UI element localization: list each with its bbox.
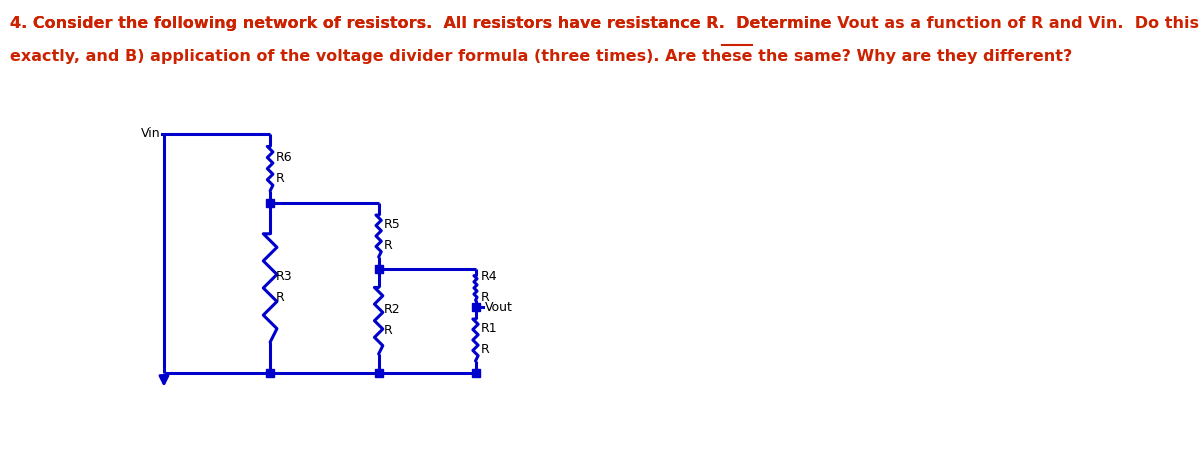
Text: Vout: Vout [485, 301, 512, 314]
Text: R: R [481, 291, 490, 304]
Text: R5: R5 [384, 219, 401, 231]
Text: 4. Consider the following network of resistors.  All resistors have resistance R: 4. Consider the following network of res… [10, 16, 836, 31]
Text: 4. Consider the following network of resistors.  All resistors have resistance R: 4. Consider the following network of res… [10, 16, 1200, 31]
Text: R: R [384, 324, 392, 337]
Text: R2: R2 [384, 303, 401, 316]
Text: R: R [276, 291, 284, 304]
Text: R3: R3 [276, 270, 292, 283]
Text: R: R [481, 343, 490, 356]
Text: R4: R4 [481, 270, 498, 283]
Text: R: R [384, 239, 392, 252]
Text: R1: R1 [481, 322, 498, 335]
Text: R: R [276, 172, 284, 185]
Text: exactly, and B) application of the voltage divider formula (three times). Are th: exactly, and B) application of the volta… [10, 49, 1072, 63]
Text: Vin: Vin [142, 128, 161, 140]
Text: R6: R6 [276, 151, 292, 164]
